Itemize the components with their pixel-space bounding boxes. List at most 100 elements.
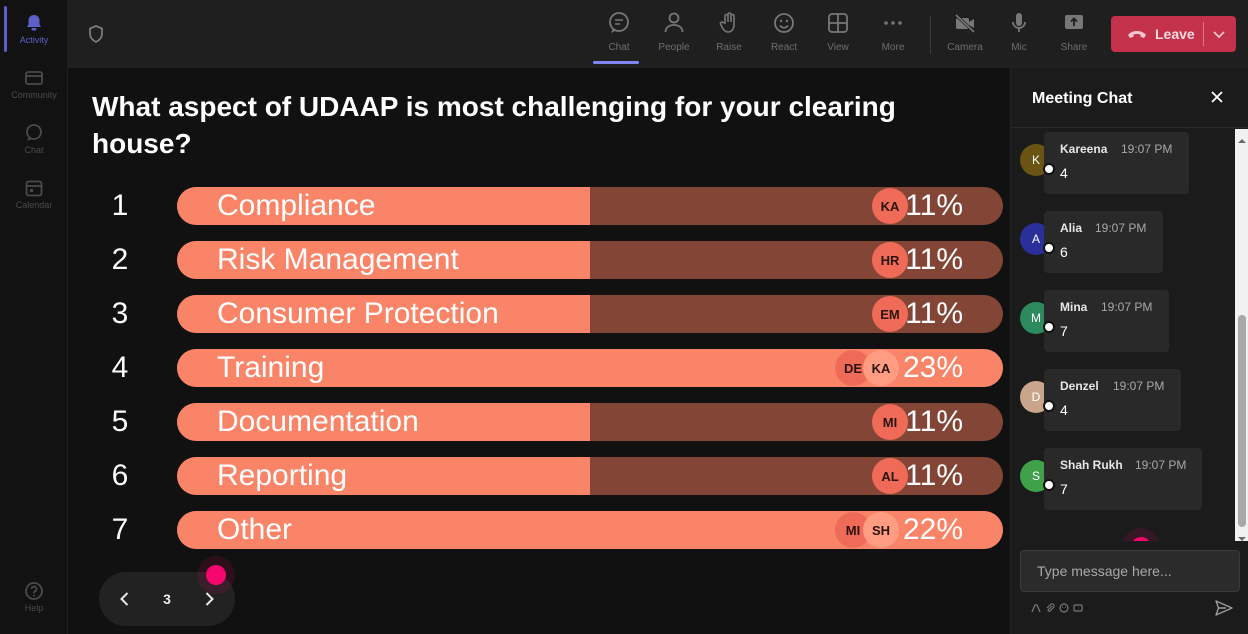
chevron-left-icon[interactable] xyxy=(115,589,135,609)
send-icon[interactable] xyxy=(1214,598,1234,618)
share-icon xyxy=(1061,10,1087,36)
option-bar: Training DE KA 23% xyxy=(177,349,1003,387)
presence-indicator xyxy=(1043,242,1055,254)
bell-icon xyxy=(23,12,45,34)
rail-label: Chat xyxy=(24,145,44,155)
option-number: 3 xyxy=(111,297,129,330)
voter-avatars: EM xyxy=(872,296,908,332)
option-label: Risk Management xyxy=(217,243,459,276)
toolbar-people-button[interactable]: People xyxy=(652,10,696,58)
composer-tools xyxy=(1031,600,1083,614)
message-time: 19:07 PM xyxy=(1095,221,1147,235)
toolbar-share-button[interactable]: Share xyxy=(1052,10,1096,58)
toolbar-label: React xyxy=(770,42,798,53)
scroll-up-icon[interactable] xyxy=(1238,132,1246,143)
option-percent: 11% xyxy=(905,297,963,330)
scrollbar-thumb[interactable] xyxy=(1238,315,1246,527)
toolbar-chat-button[interactable]: Chat xyxy=(593,10,641,64)
shield-icon[interactable] xyxy=(86,24,106,44)
option-label: Reporting xyxy=(217,459,348,492)
presence-indicator xyxy=(1043,400,1055,412)
chevron-right-icon[interactable] xyxy=(199,589,219,609)
poll-question: What aspect of UDAAP is most challenging… xyxy=(92,91,896,159)
message-text: 7 xyxy=(1060,323,1068,339)
voter-avatar: AL xyxy=(872,458,908,494)
close-icon[interactable] xyxy=(1208,88,1226,106)
toolbar-react-button[interactable]: React xyxy=(762,10,806,58)
poll-option-row[interactable]: 5 Documentation MI 11% xyxy=(68,403,1010,441)
option-fill xyxy=(177,295,590,333)
option-fill xyxy=(177,457,590,495)
chat-scrollbar[interactable] xyxy=(1235,129,1248,541)
option-label: Documentation xyxy=(217,405,419,438)
poll-option-row[interactable]: 1 Compliance KA 11% xyxy=(68,187,1010,225)
chevron-down-icon[interactable] xyxy=(1212,27,1226,41)
rail-label: Help xyxy=(24,603,44,613)
chat-header: Meeting Chat xyxy=(1011,68,1248,128)
toolbar-raise-button[interactable]: Raise xyxy=(707,10,751,58)
scroll-down-icon[interactable] xyxy=(1238,530,1246,541)
message-author: Kareena xyxy=(1060,142,1108,156)
option-number: 5 xyxy=(111,405,129,438)
smiley-icon xyxy=(771,10,797,36)
message-time: 19:07 PM xyxy=(1135,458,1187,472)
toolbar-mic-button[interactable]: Mic xyxy=(997,10,1041,58)
poll-option-row[interactable]: 6 Reporting AL 11% xyxy=(68,457,1010,495)
format-icon[interactable] xyxy=(1031,600,1041,613)
chat-message: A Alia 19:07 PM 6 xyxy=(1011,209,1235,273)
voter-avatar: SH xyxy=(863,512,899,548)
toolbar-camera-button[interactable]: Camera xyxy=(943,10,987,58)
message-author: Shah Rukh xyxy=(1060,458,1123,472)
poll-option-row[interactable]: 4 Training DE KA 23% xyxy=(68,349,1010,387)
message-author: Denzel xyxy=(1060,379,1099,393)
poll-option-row[interactable]: 7 Other MI SH 22% xyxy=(68,511,1010,549)
message-text: 6 xyxy=(1060,244,1068,260)
option-fill xyxy=(177,187,590,225)
option-percent: 11% xyxy=(905,243,963,276)
poll-option-row[interactable]: 2 Risk Management HR 11% xyxy=(68,241,1010,279)
option-bar: Reporting AL 11% xyxy=(177,457,1003,495)
option-label: Consumer Protection xyxy=(217,297,499,330)
chat-icon xyxy=(23,122,45,144)
meeting-toolbar: Chat People Raise React View More xyxy=(68,0,1248,68)
meeting-chat-panel: Meeting Chat K Kareena 19:07 PM 4 A Alia… xyxy=(1010,68,1248,634)
toolbar-label: Mic xyxy=(1011,42,1027,53)
message-bubble: Denzel 19:07 PM 4 xyxy=(1044,369,1181,431)
rail-item-help[interactable]: Help xyxy=(0,580,68,613)
option-number: 7 xyxy=(111,513,129,546)
option-percent: 11% xyxy=(905,459,963,492)
camera-off-icon xyxy=(952,10,978,36)
message-text: 4 xyxy=(1060,165,1068,181)
gif-icon[interactable] xyxy=(1073,600,1083,612)
chat-title: Meeting Chat xyxy=(1032,90,1133,107)
chat-message: D Denzel 19:07 PM 4 xyxy=(1011,367,1235,431)
option-percent: 11% xyxy=(905,405,963,438)
option-bar: Documentation MI 11% xyxy=(177,403,1003,441)
option-fill xyxy=(177,403,590,441)
poll-option-row[interactable]: 3 Consumer Protection EM 11% xyxy=(68,295,1010,333)
emoji-icon[interactable] xyxy=(1059,600,1069,613)
rail-item-calendar[interactable]: Calendar xyxy=(0,177,68,210)
message-input[interactable] xyxy=(1021,551,1239,591)
message-bubble: Kareena 19:07 PM 4 xyxy=(1044,132,1189,194)
leave-button[interactable]: Leave xyxy=(1111,16,1236,52)
message-bubble: Mina 19:07 PM 7 xyxy=(1044,290,1169,352)
chat-message-list: K Kareena 19:07 PM 4 A Alia 19:07 PM 6 M… xyxy=(1011,129,1235,541)
option-percent: 22% xyxy=(902,513,963,546)
attach-icon[interactable] xyxy=(1045,600,1055,612)
option-number: 1 xyxy=(111,189,129,222)
toolbar-label: More xyxy=(881,42,905,53)
rail-item-community[interactable]: Community xyxy=(0,67,68,100)
toolbar-more-button[interactable]: More xyxy=(871,10,915,58)
voter-avatar: MI xyxy=(872,404,908,440)
chat-message: S Shah Rukh 19:07 PM 7 xyxy=(1011,446,1235,510)
rail-label: Calendar xyxy=(15,200,53,210)
option-bar: Other MI SH 22% xyxy=(177,511,1003,549)
app-rail: Activity Community Chat Calendar Help xyxy=(0,0,68,634)
option-fill xyxy=(177,241,590,279)
page-number: 3 xyxy=(163,591,171,607)
leave-label: Leave xyxy=(1155,26,1195,42)
rail-item-chat[interactable]: Chat xyxy=(0,122,68,155)
rail-item-activity[interactable]: Activity xyxy=(0,6,68,52)
toolbar-view-button[interactable]: View xyxy=(816,10,860,58)
